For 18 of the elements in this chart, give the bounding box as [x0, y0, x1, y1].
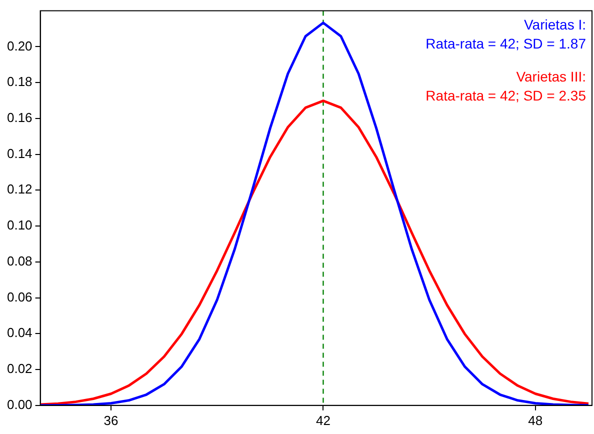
y-tick-label: 0.06 — [6, 289, 32, 304]
y-tick-label: 0.16 — [6, 110, 32, 125]
y-tick-label: 0.18 — [6, 74, 32, 90]
y-tick-label: 0.20 — [6, 38, 32, 54]
x-tick-label: 42 — [316, 412, 330, 428]
y-tick-label: 0.04 — [6, 325, 32, 340]
x-tick-label: 36 — [104, 412, 118, 428]
x-tick-label: 48 — [528, 412, 543, 428]
y-tick-label: 0.10 — [6, 218, 32, 233]
annotation: Rata-rata = 42; SD = 1.87 — [426, 36, 586, 52]
y-tick-label: 0.08 — [6, 253, 32, 268]
y-tick-label: 0.14 — [6, 146, 32, 161]
y-tick-label: 0.00 — [6, 396, 32, 412]
y-tick-label: 0.12 — [6, 182, 32, 197]
text: Varietas I: — [524, 16, 586, 33]
y-tick-label: 0.02 — [6, 361, 32, 376]
text: Varietas III: — [516, 68, 586, 85]
annotation: Rata-rata = 42; SD = 2.35 — [426, 88, 586, 104]
